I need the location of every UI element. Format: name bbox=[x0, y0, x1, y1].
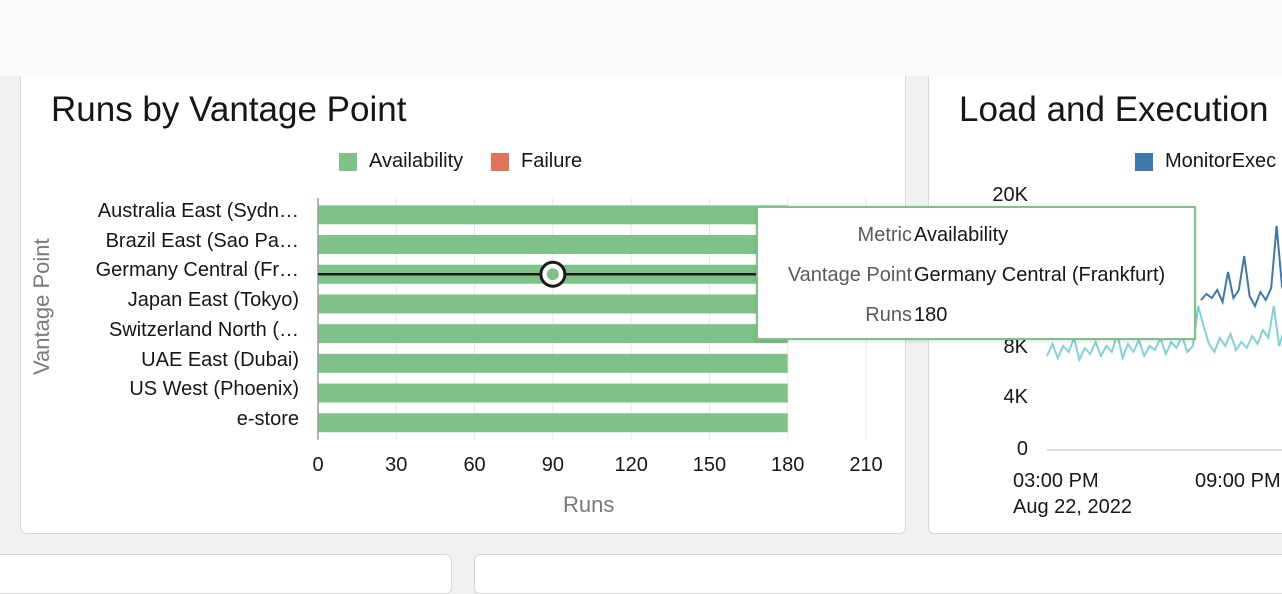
x-tick-label: 120 bbox=[614, 454, 648, 476]
x-tick-label: 03:00 PM bbox=[1013, 470, 1099, 492]
y-tick-label: 20K bbox=[992, 184, 1028, 206]
legend-item-failure[interactable]: Failure bbox=[491, 150, 582, 173]
legend-label: MonitorExec bbox=[1165, 150, 1277, 172]
x-tick-label: 60 bbox=[463, 454, 486, 476]
category-label: e-store bbox=[236, 407, 299, 430]
bar-chart bbox=[317, 198, 867, 440]
bottom-panel-right bbox=[474, 554, 1282, 594]
legend-item-monitorexec[interactable]: MonitorExec bbox=[1135, 150, 1276, 173]
series-line-teal bbox=[1046, 305, 1282, 364]
x-tick-label: 90 bbox=[541, 454, 564, 476]
category-label: US West (Phoenix) bbox=[129, 378, 299, 401]
x-tick-label: 210 bbox=[849, 454, 883, 476]
tooltip-key: Metric bbox=[857, 224, 912, 246]
bar[interactable] bbox=[318, 353, 788, 373]
availability-swatch-icon bbox=[339, 152, 357, 171]
bar[interactable] bbox=[318, 413, 788, 433]
bar[interactable] bbox=[318, 294, 788, 314]
tooltip-key: Vantage Point bbox=[787, 264, 912, 286]
legend-label: Availability bbox=[369, 150, 464, 172]
bar[interactable] bbox=[318, 324, 788, 344]
bar[interactable] bbox=[318, 235, 788, 255]
hover-marker-dot bbox=[546, 268, 559, 281]
tooltip-value: 180 bbox=[914, 304, 948, 326]
category-label: Switzerland North (… bbox=[108, 318, 299, 341]
y-tick-label: 0 bbox=[1016, 438, 1028, 460]
panel-title: Runs by Vantage Point bbox=[51, 90, 407, 129]
panel-title: Load and Execution bbox=[959, 90, 1269, 129]
monitorexec-swatch-icon bbox=[1135, 152, 1153, 171]
chart-tooltip: Metric Availability Vantage Point German… bbox=[756, 206, 1196, 340]
x-tick-label: 0 bbox=[312, 454, 324, 476]
category-label: Germany Central (Fr… bbox=[95, 259, 299, 282]
tooltip-key: Runs bbox=[865, 304, 912, 326]
bar[interactable] bbox=[318, 205, 788, 225]
legend-label: Failure bbox=[521, 150, 583, 172]
x-tick-label: 180 bbox=[771, 454, 805, 476]
x-tick-label: 150 bbox=[692, 454, 727, 476]
category-label: Japan East (Tokyo) bbox=[127, 289, 299, 312]
category-label: Australia East (Sydn… bbox=[97, 200, 299, 222]
line-chart bbox=[1046, 225, 1282, 451]
top-toolbar-area bbox=[0, 0, 1282, 76]
y-tick-label: 4K bbox=[1003, 386, 1028, 408]
tooltip-value: Germany Central (Frankfurt) bbox=[914, 264, 1166, 286]
bar[interactable] bbox=[318, 383, 788, 403]
category-label: UAE East (Dubai) bbox=[141, 348, 299, 371]
x-tick-label: 30 bbox=[385, 454, 408, 476]
legend-item-availability[interactable]: Availability bbox=[339, 150, 463, 173]
x-date-label: Aug 22, 2022 bbox=[1013, 496, 1132, 518]
failure-swatch-icon bbox=[491, 152, 509, 171]
bottom-panel-left bbox=[0, 554, 452, 594]
series-line-monitorexec bbox=[1200, 225, 1282, 309]
x-axis-title: Runs bbox=[563, 492, 615, 517]
x-tick-label: 09:00 PM bbox=[1195, 470, 1281, 492]
y-tick-label: 8K bbox=[1003, 336, 1028, 358]
category-label: Brazil East (Sao Pa… bbox=[105, 229, 299, 252]
tooltip-value: Availability bbox=[914, 224, 1009, 246]
